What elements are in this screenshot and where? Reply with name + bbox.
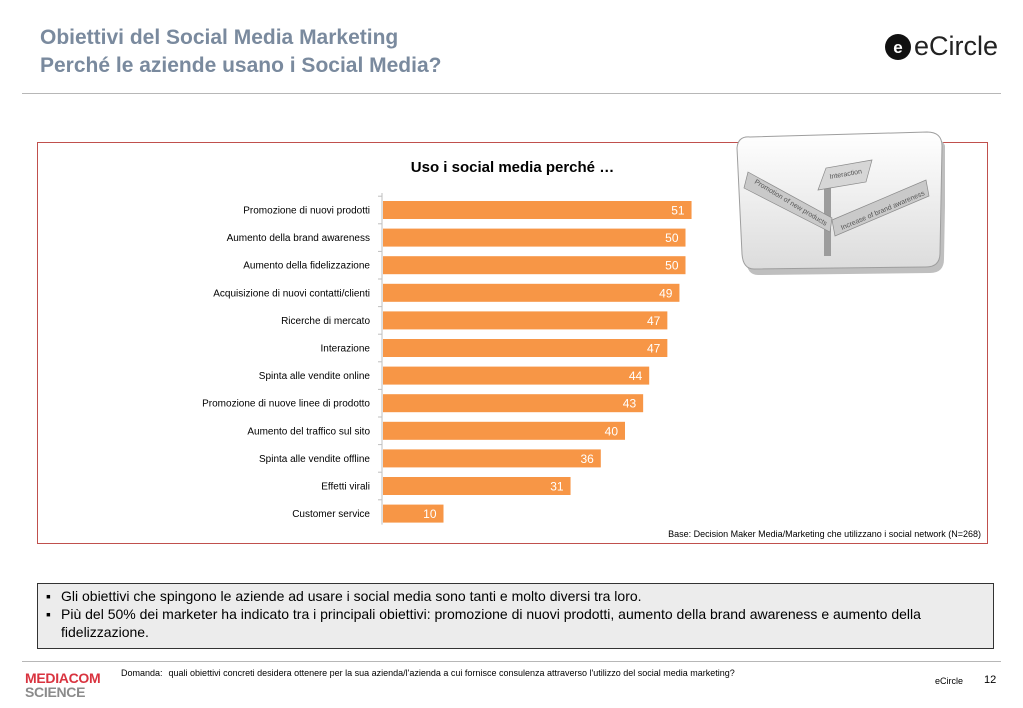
category-label: Acquisizione di nuovi contatti/clienti	[213, 288, 370, 299]
bar	[383, 449, 601, 468]
data-label: 47	[647, 314, 661, 328]
bar	[383, 366, 650, 385]
category-label: Effetti virali	[321, 482, 370, 493]
bar	[383, 421, 625, 440]
bar	[383, 201, 692, 219]
data-label: 47	[647, 342, 661, 356]
logo-text: eCircle	[913, 31, 998, 61]
category-label: Aumento della fidelizzazione	[243, 261, 370, 272]
category-label: Interazione	[321, 344, 371, 355]
page-title: Obiettivi del Social Media Marketing	[40, 26, 399, 49]
data-label: 31	[550, 480, 564, 494]
question-label: Domanda:	[121, 668, 163, 678]
category-label: Promozione di nuovi prodotti	[243, 206, 370, 217]
bullet-item: Più del 50% dei marketer ha indicato tra…	[46, 605, 985, 641]
ecircle-logo-icon: e	[884, 33, 911, 60]
header-divider	[22, 93, 1001, 94]
bar	[383, 394, 644, 413]
base-note: Base: Decision Maker Media/Marketing che…	[668, 529, 981, 539]
bar	[383, 283, 680, 302]
category-label: Spinta alle vendite offline	[259, 454, 370, 465]
bar	[383, 228, 686, 247]
survey-question: Domanda: quali obiettivi concreti desider…	[121, 668, 735, 678]
data-label: 36	[580, 452, 594, 466]
question-text: quali obiettivi concreti desidera ottene…	[168, 668, 735, 678]
bar	[383, 504, 444, 523]
data-label: 49	[659, 286, 673, 300]
bar-chart: Promozione di nuovi prodotti 51 Aumento de…	[202, 193, 692, 525]
chart-title: Uso i social media perché …	[410, 159, 615, 176]
data-label: 44	[629, 369, 643, 383]
category-label: Aumento della brand awareness	[227, 233, 370, 244]
chart-frame: Uso i social media perché … Promozione d…	[37, 142, 988, 544]
page-number: 12	[984, 674, 997, 686]
data-label: 40	[605, 424, 619, 438]
bar	[383, 256, 686, 275]
bullet-item: Gli obiettivi che spingono le aziende ad…	[46, 587, 985, 605]
category-label: Ricerche di mercato	[281, 316, 370, 327]
data-label: 50	[665, 259, 679, 273]
data-label: 51	[671, 204, 685, 218]
mediacom-logo-line1: MEDIACOM	[25, 670, 101, 686]
mediacom-logo: MEDIACOM SCIENCE	[25, 670, 101, 700]
data-label: 50	[665, 231, 679, 245]
data-label: 43	[623, 397, 637, 411]
footer-brand: eCircle	[935, 676, 964, 686]
category-label: Promozione di nuove linee di prodotto	[202, 399, 370, 410]
signpost-image: Promotion of new products Interaction In…	[736, 131, 945, 275]
ecircle-logo: e eCircle	[884, 31, 998, 62]
category-label: Customer service	[292, 509, 370, 520]
data-label: 10	[423, 507, 437, 521]
footer-divider	[22, 661, 1001, 662]
category-label: Spinta alle vendite online	[259, 371, 371, 382]
category-label: Aumento del traffico sul sito	[247, 426, 370, 437]
bar	[383, 339, 668, 357]
bar	[383, 477, 571, 495]
mediacom-logo-line2: SCIENCE	[25, 684, 86, 700]
svg-text:e: e	[893, 38, 902, 57]
bullet-box: Gli obiettivi che spingono le aziende ad…	[37, 583, 994, 649]
page-subtitle: Perché le aziende usano i Social Media?	[40, 54, 442, 77]
bar	[383, 311, 668, 330]
